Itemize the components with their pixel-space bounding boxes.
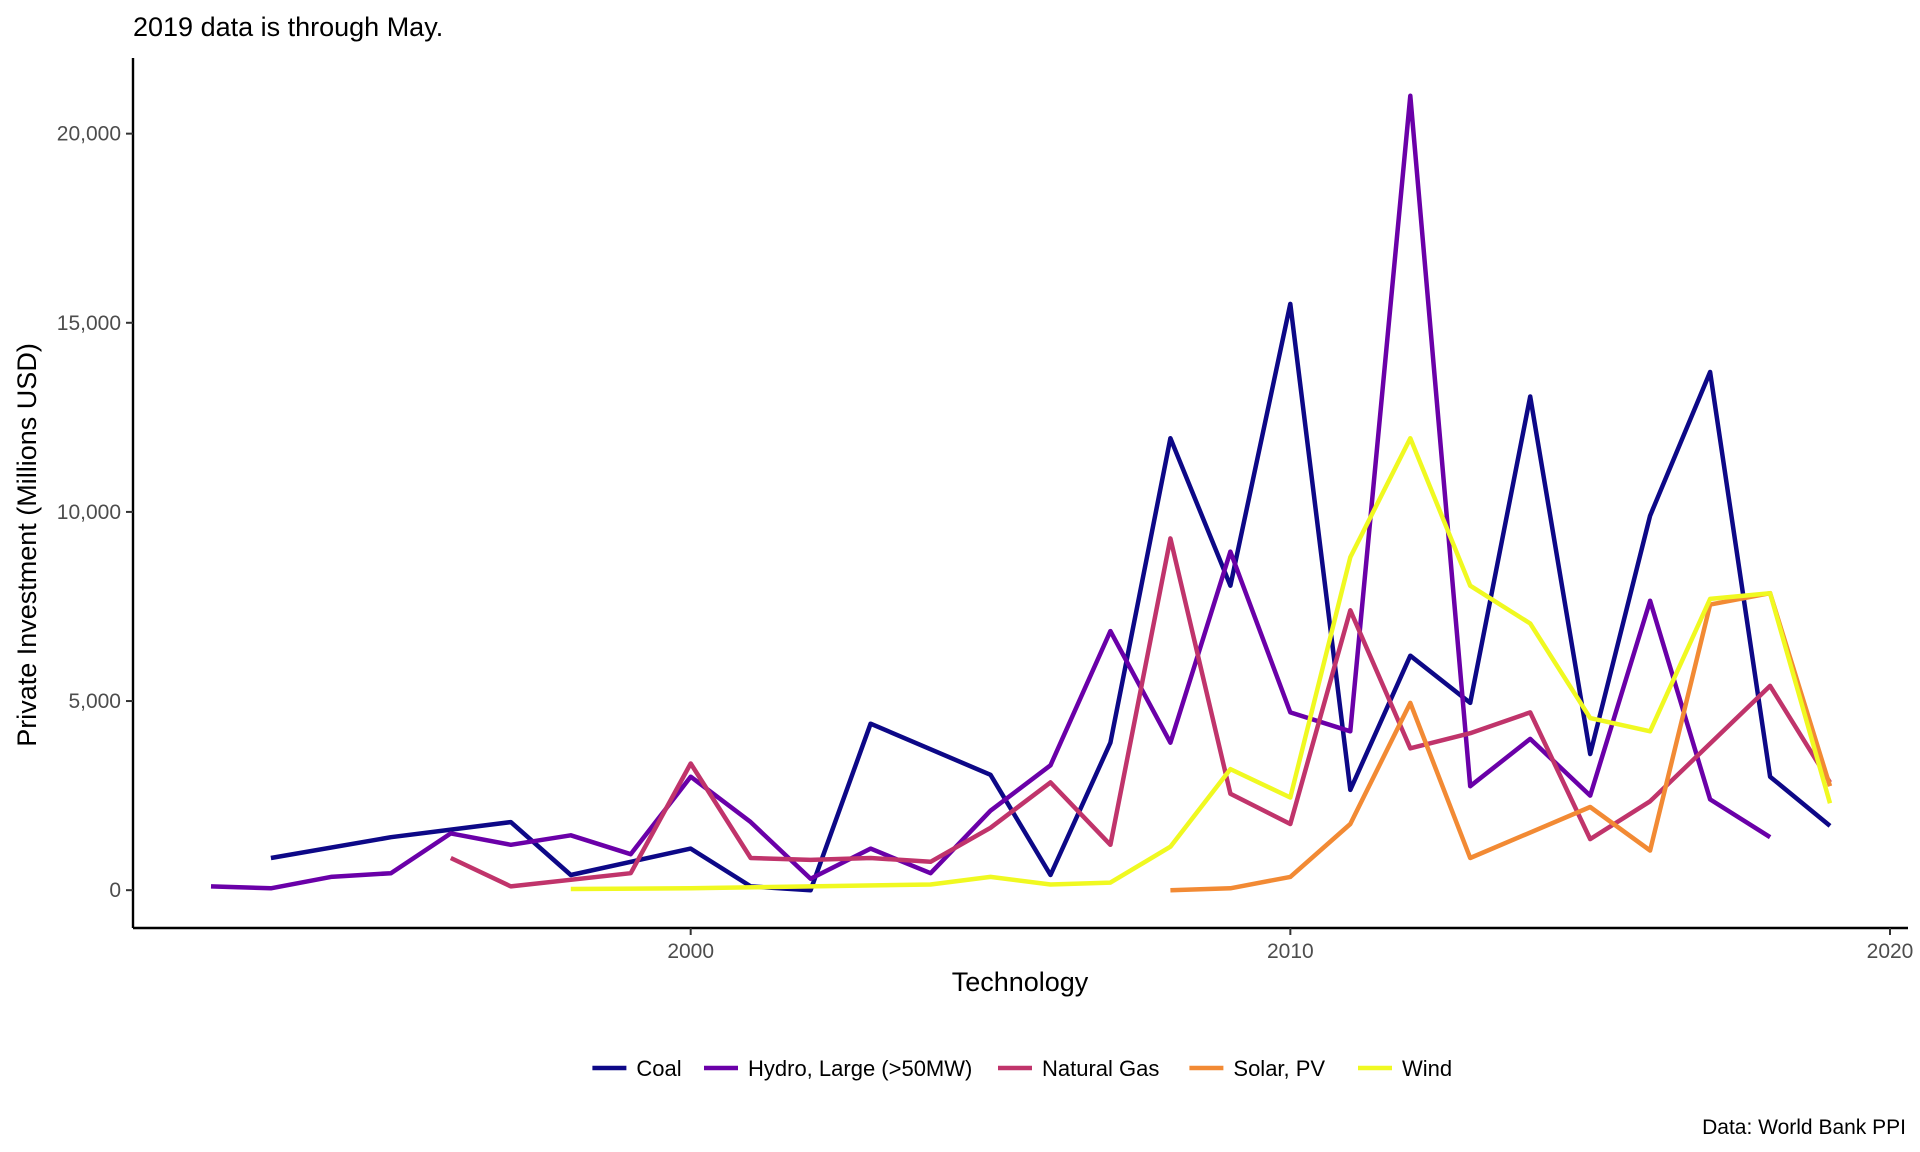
legend: Coal Hydro, Large (>50MW) Natural Gas Solar… xyxy=(592,1056,1452,1081)
x-axis-title: Technology xyxy=(952,967,1089,997)
y-tick-label: 5,000 xyxy=(68,690,121,713)
legend-label-hydro-large-50mw: Hydro, Large (>50MW) xyxy=(748,1056,972,1081)
legend-label-wind: Wind xyxy=(1402,1056,1452,1081)
y-axis-ticks: 0 5,000 10,000 15,000 20,000 xyxy=(57,123,133,903)
x-tick-label: 2020 xyxy=(1867,940,1914,963)
chart-caption: Data: World Bank PPI xyxy=(1702,1116,1906,1139)
series-line-solar-pv xyxy=(1170,593,1830,890)
y-tick-label: 0 xyxy=(109,879,121,902)
y-axis-title: Private Investment (Millions USD) xyxy=(12,343,42,747)
series-line-hydro-large-50mw xyxy=(211,96,1770,889)
x-tick-label: 2010 xyxy=(1267,940,1314,963)
legend-label-solar-pv: Solar, PV xyxy=(1233,1056,1325,1081)
y-tick-label: 15,000 xyxy=(57,312,121,335)
legend-label-natural-gas: Natural Gas xyxy=(1042,1056,1159,1081)
series-layer xyxy=(211,96,1830,890)
x-axis-ticks: 2000 2010 2020 xyxy=(667,928,1913,963)
y-tick-label: 20,000 xyxy=(57,123,121,146)
x-tick-label: 2000 xyxy=(667,940,714,963)
y-tick-label: 10,000 xyxy=(57,501,121,524)
legend-label-coal: Coal xyxy=(636,1056,681,1081)
chart-subtitle: 2019 data is through May. xyxy=(133,12,443,42)
series-line-coal xyxy=(271,304,1830,890)
